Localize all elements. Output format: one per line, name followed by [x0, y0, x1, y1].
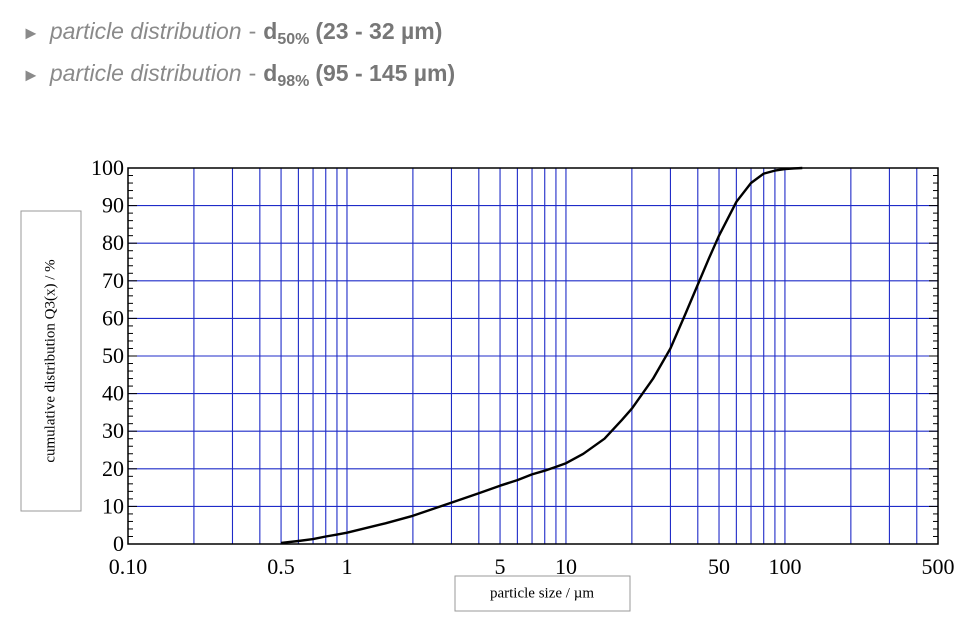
bullet-description: particle distribution: [49, 60, 242, 86]
x-tick-label: 1: [341, 554, 352, 579]
bullet-description: particle distribution: [49, 18, 242, 44]
bullet-symbol: d: [263, 60, 278, 86]
minor-tick-marks: [128, 167, 938, 545]
bullet-arrow-icon: ►: [22, 65, 40, 85]
bullet-subscript: 98%: [277, 73, 310, 90]
x-tick-label: 500: [922, 554, 955, 579]
y-tick-label: 90: [102, 193, 124, 218]
bullet-d50: ► particle distribution - d 50% (23 - 32…: [22, 18, 443, 48]
y-tick-label: 60: [102, 305, 124, 330]
x-tick-label: 0.5: [267, 554, 295, 579]
x-tick-label: 0.10: [109, 554, 148, 579]
x-axis-label-box: [454, 575, 631, 612]
y-axis-label-box: [20, 210, 82, 512]
bullet-arrow-icon: ►: [22, 23, 40, 43]
x-tick-label: 5: [495, 554, 506, 579]
y-tick-label: 100: [91, 155, 124, 180]
y-tick-label: 40: [102, 381, 124, 406]
bullet-range: (95 - 145 µm): [315, 60, 456, 86]
bullet-range: (23 - 32 µm): [315, 18, 443, 44]
y-tick-label: 20: [102, 456, 124, 481]
y-axis-label: cumulative distribution Q3(x) / %: [42, 259, 58, 462]
x-axis-label: particle size / µm: [490, 585, 594, 601]
y-tick-label: 30: [102, 418, 124, 443]
y-tick-label: 50: [102, 343, 124, 368]
y-tick-label: 10: [102, 493, 124, 518]
y-tick-label: 70: [102, 268, 124, 293]
bullet-separator: -: [248, 60, 257, 86]
vertical-grid: [193, 168, 918, 544]
bullet-symbol: d: [263, 18, 278, 44]
x-tick-label: 100: [768, 554, 801, 579]
x-tick-label: 10: [555, 554, 577, 579]
y-tick-labels: 0 10 20 30 40 50 60 70 80 90 100: [91, 155, 124, 556]
y-tick-label: 0: [113, 531, 124, 556]
y-tick-label: 80: [102, 230, 124, 255]
x-tick-label: 50: [708, 554, 730, 579]
series-line: [280, 166, 803, 545]
x-tick-labels: 0.10 0.5 1 5 10 50 100 500: [109, 554, 955, 579]
bullet-subscript: 50%: [277, 31, 310, 48]
bullet-d98: ► particle distribution - d 98% (95 - 14…: [22, 60, 456, 90]
bullet-separator: -: [248, 18, 257, 44]
horizontal-grid: [128, 205, 938, 507]
plot-frame: [127, 167, 939, 545]
